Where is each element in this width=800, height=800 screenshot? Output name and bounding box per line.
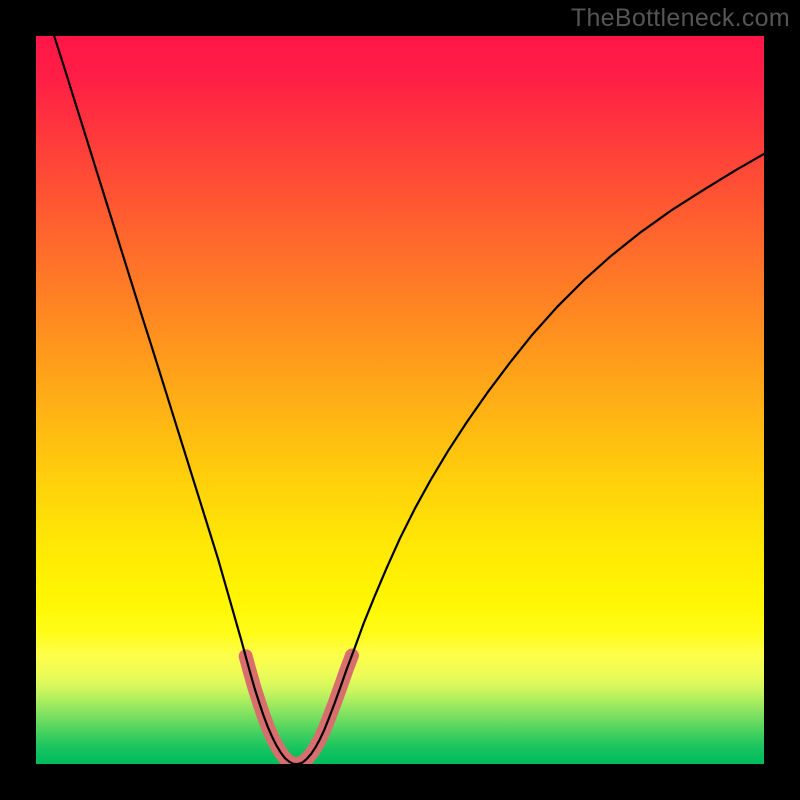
plot-background — [36, 36, 764, 764]
attribution-text: TheBottleneck.com — [571, 4, 790, 33]
bottleneck-chart — [0, 0, 800, 800]
chart-stage: TheBottleneck.com — [0, 0, 800, 800]
